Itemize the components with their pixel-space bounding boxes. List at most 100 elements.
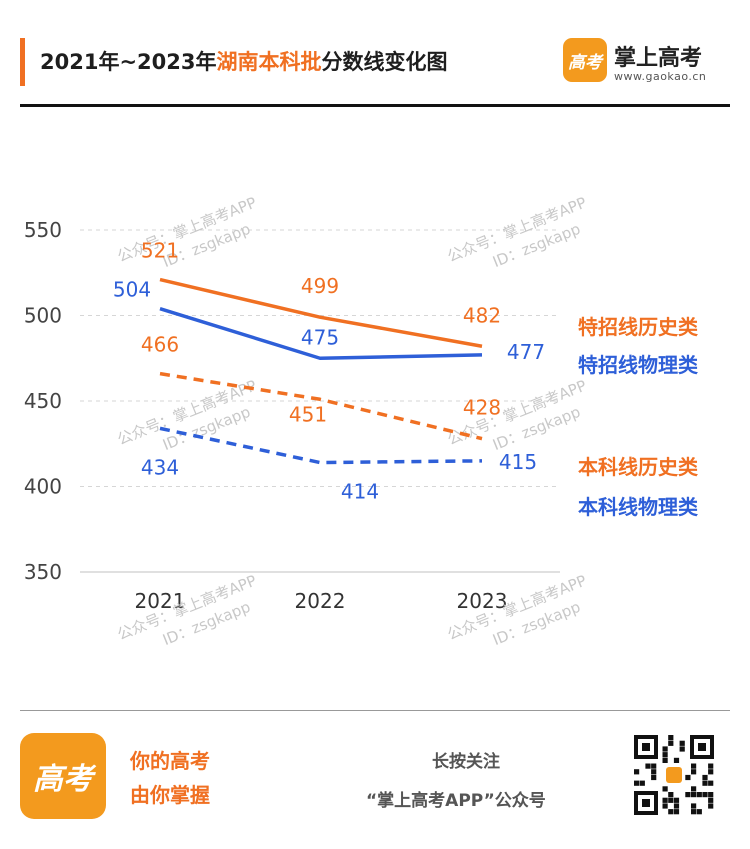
- data-label: 499: [301, 274, 339, 298]
- qr-module: [691, 763, 697, 769]
- qr-module: [696, 792, 702, 798]
- qr-module: [645, 763, 651, 769]
- line-chart: 550 500 450 400 350 2021 2022 2023 公众号：掌上高考APP…: [24, 193, 698, 649]
- data-label: 477: [507, 340, 545, 364]
- data-label: 451: [289, 402, 327, 426]
- title-accent-bar: [20, 38, 25, 86]
- qr-module: [634, 780, 640, 786]
- series-line: [159, 306, 483, 360]
- qr-module: [708, 780, 714, 786]
- brand-logo: 高考: [563, 38, 607, 82]
- qr-module: [691, 769, 697, 775]
- qr-module: [708, 769, 714, 775]
- qr-module: [696, 809, 702, 815]
- legend-entry: 本科线物理类: [578, 495, 698, 519]
- y-tick-label: 350: [24, 560, 62, 584]
- qr-module: [651, 769, 657, 775]
- qr-module: [673, 803, 680, 809]
- qr-module: [685, 774, 691, 781]
- qr-module: [702, 774, 708, 781]
- data-labels: 521 499 482 504 475 477 466 451 428 434 414 415: [113, 239, 545, 504]
- slogan-line-1: 你的高考: [130, 749, 210, 773]
- qr-module: [662, 803, 668, 809]
- data-label: 415: [499, 450, 537, 474]
- qr-module: [651, 774, 657, 781]
- qr-code[interactable]: [632, 733, 716, 817]
- x-tick-label: 2023: [457, 589, 508, 613]
- follow-prompt: 长按关注: [432, 752, 500, 772]
- qr-module: [679, 740, 685, 746]
- qr-module: [691, 803, 697, 809]
- qr-module: [668, 797, 674, 803]
- qr-module: [708, 803, 714, 809]
- qr-module: [662, 786, 668, 792]
- legend-entry: 特招线物理类: [578, 353, 698, 377]
- qr-module: [691, 809, 697, 815]
- qr-module: [639, 780, 645, 786]
- qr-module: [651, 763, 657, 769]
- legend-entry: 本科线历史类: [578, 455, 698, 479]
- qr-module: [662, 757, 668, 763]
- y-tick-label: 550: [24, 218, 62, 242]
- legend-entry: 特招线历史类: [578, 315, 698, 339]
- qr-module: [702, 780, 708, 786]
- qr-module: [702, 792, 708, 798]
- slogan: 你的高考 由你掌握: [130, 744, 210, 812]
- series-line: [159, 371, 483, 441]
- qr-module: [685, 792, 691, 798]
- qr-module: [668, 809, 674, 815]
- brand-name: 掌上高考: [614, 46, 703, 71]
- series-lines: [159, 277, 483, 465]
- qr-module: [673, 809, 680, 815]
- slogan-line-2: 由你掌握: [130, 783, 210, 807]
- brand-logo-text: 高考: [568, 52, 602, 73]
- y-tick-label: 400: [24, 475, 62, 499]
- data-label: 504: [113, 278, 151, 302]
- title-highlight: 湖南本科批: [216, 50, 322, 74]
- qr-module: [662, 752, 668, 758]
- data-label: 482: [463, 303, 501, 327]
- qr-module: [673, 797, 680, 803]
- qr-module: [679, 746, 685, 752]
- qr-module: [662, 797, 668, 803]
- qr-module: [668, 740, 674, 746]
- data-label: 466: [141, 333, 179, 357]
- data-label: 475: [301, 325, 339, 349]
- qr-module: [691, 786, 697, 792]
- footer-logo: 高考: [20, 733, 106, 819]
- footer-divider: [20, 710, 730, 711]
- data-label: 428: [463, 396, 501, 420]
- y-tick-label: 500: [24, 304, 62, 328]
- qr-module: [708, 792, 714, 798]
- x-tick-labels: 2021 2022 2023: [135, 589, 508, 613]
- y-tick-labels: 550 500 450 400 350: [24, 218, 62, 584]
- brand-url: www.gaokao.cn: [614, 70, 707, 83]
- qr-module: [708, 797, 714, 803]
- series-line: [159, 426, 483, 465]
- qr-module: [668, 792, 674, 798]
- x-tick-label: 2021: [135, 589, 186, 613]
- qr-module: [673, 757, 680, 763]
- series-line: [159, 277, 483, 349]
- qr-module: [634, 769, 640, 775]
- data-label: 414: [341, 480, 379, 504]
- footer-logo-text: 高考: [33, 762, 93, 797]
- x-tick-label: 2022: [295, 589, 346, 613]
- qr-module: [691, 792, 697, 798]
- title-prefix: 2021年~2023年: [40, 50, 217, 74]
- qr-module: [708, 763, 714, 769]
- qr-module: [668, 735, 674, 741]
- title-suffix: 分数线变化图: [321, 50, 448, 74]
- data-label: 521: [141, 239, 179, 263]
- qr-module: [662, 746, 668, 752]
- page-title: 2021年~2023年湖南本科批分数线变化图: [40, 46, 448, 76]
- follow-account: “掌上高考APP”公众号: [366, 791, 546, 811]
- y-tick-label: 450: [24, 389, 62, 413]
